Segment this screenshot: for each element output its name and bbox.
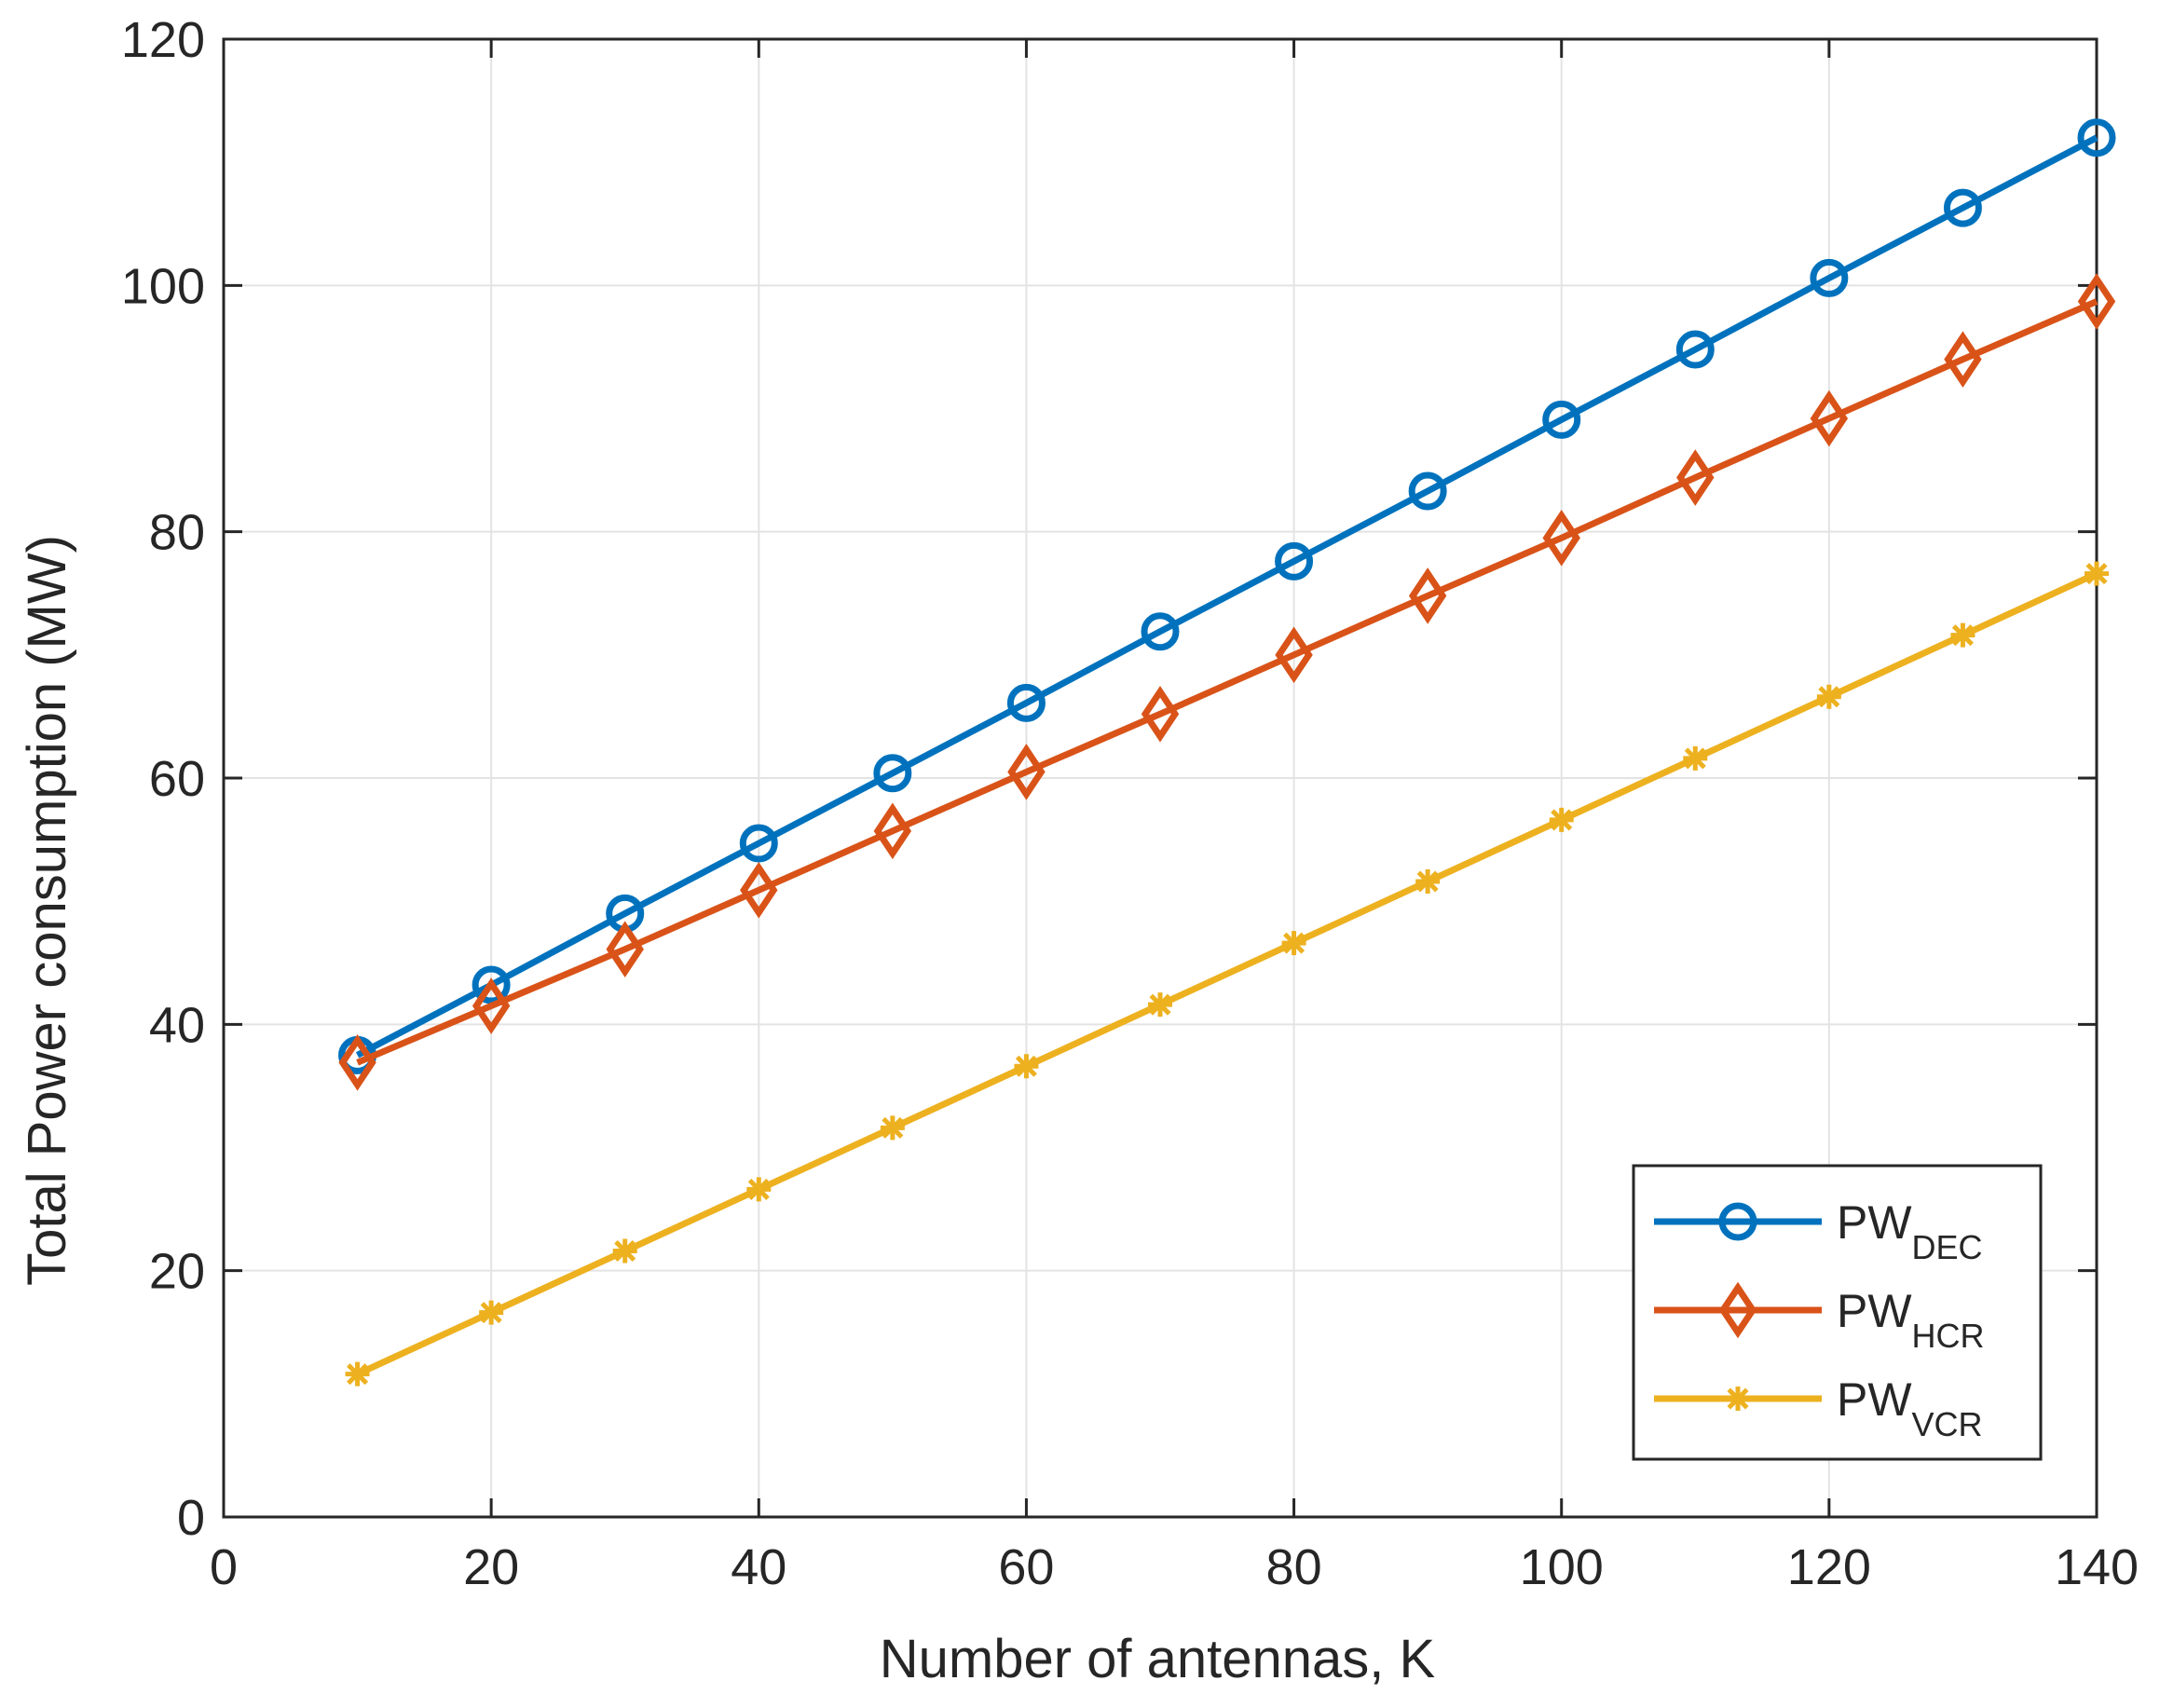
- legend-label: PWHCR: [1837, 1285, 1985, 1355]
- legend-label-sub: VCR: [1912, 1405, 1983, 1443]
- y-axis-title: Total Power consumption (MW): [17, 535, 77, 1286]
- data-point-PW_VCR: [1549, 807, 1574, 832]
- x-axis-title: Number of antennas, K: [880, 1629, 1436, 1689]
- data-point-PW_VCR: [1816, 684, 1841, 709]
- y-tick-label: 80: [149, 505, 205, 561]
- data-point-PW_HCR: [1141, 685, 1180, 743]
- series-PW_VCR: [345, 561, 2109, 1387]
- series-PW_HCR: [338, 273, 2116, 1091]
- data-point-PW_VCR: [612, 1238, 637, 1264]
- legend-label: PWDEC: [1837, 1196, 1983, 1266]
- legend-label-main: PW: [1837, 1196, 1912, 1249]
- y-tick-label: 40: [149, 997, 205, 1053]
- x-tick-label: 100: [1520, 1539, 1604, 1595]
- data-point-PW_HCR: [1810, 389, 1849, 447]
- x-tick-label: 20: [463, 1539, 519, 1595]
- x-tick-label: 60: [998, 1539, 1054, 1595]
- data-point-PW_VCR: [1148, 992, 1172, 1018]
- legend-label-sub: DEC: [1912, 1228, 1983, 1266]
- data-point-PW_VCR: [345, 1361, 370, 1387]
- data-point-PW_DEC: [1810, 258, 1849, 297]
- data-point-PW_HCR: [1944, 331, 1982, 388]
- data-point-PW_DEC: [739, 824, 778, 863]
- data-point-PW_DEC: [2077, 118, 2116, 157]
- data-point-PW_DEC: [472, 965, 511, 1004]
- data-point-PW_VCR: [479, 1300, 504, 1325]
- legend-label-main: PW: [1837, 1285, 1912, 1337]
- data-point-PW_DEC: [1408, 471, 1447, 511]
- data-point-PW_VCR: [1950, 622, 1975, 648]
- data-point-PW_HCR: [472, 977, 511, 1034]
- y-tick-label: 100: [121, 258, 205, 314]
- data-point-PW_DEC: [1275, 541, 1314, 581]
- legend-item-PW_HCR: PWHCR: [1654, 1281, 1985, 1355]
- data-point-PW_VCR: [746, 1177, 772, 1202]
- data-point-PW_VCR: [1683, 745, 1708, 771]
- legend-marker: [1718, 1281, 1757, 1339]
- data-point-PW_VCR: [1014, 1054, 1039, 1079]
- data-point-PW_HCR: [2077, 273, 2116, 330]
- x-tick-label: 140: [2055, 1539, 2139, 1595]
- legend-item-PW_DEC: PWDEC: [1654, 1196, 1983, 1266]
- data-point-PW_HCR: [1275, 626, 1313, 684]
- series-line-PW_VCR: [356, 570, 2098, 1377]
- series-line-PW_DEC: [355, 134, 2098, 1059]
- series-group: [338, 118, 2116, 1387]
- data-point-PW_HCR: [1408, 567, 1447, 624]
- x-tick-label: 120: [1787, 1539, 1871, 1595]
- data-point-PW_HCR: [740, 861, 778, 919]
- legend-label: PWVCR: [1837, 1373, 1983, 1443]
- data-point-PW_HCR: [606, 921, 644, 978]
- legend-item-PW_VCR: PWVCR: [1654, 1373, 1983, 1443]
- data-point-PW_VCR: [2085, 561, 2109, 586]
- axes: 0 20 40 60 80 100 120 140 0 20 40 60 80 100 120: [121, 12, 2139, 1595]
- data-point-PW_VCR: [880, 1115, 905, 1141]
- series-line-PW_HCR: [356, 298, 2098, 1066]
- data-point-PW_DEC: [1542, 400, 1581, 439]
- data-point-PW_DEC: [1943, 188, 1982, 227]
- legend-label-main: PW: [1837, 1373, 1912, 1426]
- data-point-PW_HCR: [1007, 744, 1046, 800]
- grid: [224, 39, 2097, 1517]
- x-tick-label: 0: [210, 1539, 238, 1595]
- data-point-PW_HCR: [873, 802, 912, 860]
- y-tick-label: 0: [177, 1490, 205, 1546]
- y-tick-label: 20: [149, 1244, 205, 1300]
- legend-label-sub: HCR: [1912, 1317, 1985, 1355]
- data-point-PW_HCR: [338, 1033, 376, 1091]
- y-tick-label: 120: [121, 12, 205, 68]
- x-tick-label: 40: [731, 1539, 786, 1595]
- data-point-PW_HCR: [1676, 449, 1715, 506]
- data-point-PW_DEC: [1141, 612, 1180, 651]
- data-point-PW_DEC: [1675, 330, 1715, 369]
- data-point-PW_DEC: [873, 754, 912, 793]
- data-point-PW_VCR: [1281, 931, 1306, 956]
- legend-marker: [1726, 1387, 1750, 1411]
- data-point-PW_HCR: [1542, 509, 1580, 567]
- legend-marker: [1718, 1202, 1757, 1241]
- data-point-PW_DEC: [1006, 683, 1046, 722]
- y-tick-label: 60: [149, 751, 205, 807]
- data-point-PW_VCR: [1415, 869, 1441, 895]
- x-tick-label: 80: [1266, 1539, 1322, 1595]
